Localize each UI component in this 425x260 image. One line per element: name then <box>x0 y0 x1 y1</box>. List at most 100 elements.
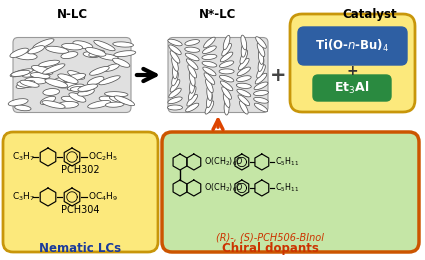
Ellipse shape <box>237 67 250 76</box>
Ellipse shape <box>78 88 94 96</box>
Ellipse shape <box>17 81 34 87</box>
Ellipse shape <box>169 45 181 55</box>
Ellipse shape <box>257 65 265 78</box>
Ellipse shape <box>238 95 249 106</box>
Text: +: + <box>270 66 286 84</box>
Ellipse shape <box>188 65 196 78</box>
Ellipse shape <box>94 40 115 51</box>
FancyBboxPatch shape <box>313 75 391 101</box>
Ellipse shape <box>42 64 65 74</box>
Ellipse shape <box>58 101 79 108</box>
Text: Catalyst: Catalyst <box>343 8 397 21</box>
Ellipse shape <box>78 84 98 91</box>
Ellipse shape <box>45 46 68 53</box>
Ellipse shape <box>205 101 214 114</box>
Ellipse shape <box>236 76 251 82</box>
Ellipse shape <box>172 72 178 86</box>
Ellipse shape <box>222 87 232 99</box>
Text: O(CH$_2$)$_6$O: O(CH$_2$)$_6$O <box>204 156 244 168</box>
Ellipse shape <box>57 82 76 88</box>
Ellipse shape <box>202 61 217 67</box>
Ellipse shape <box>114 96 135 106</box>
Ellipse shape <box>39 60 60 67</box>
Text: PCH302: PCH302 <box>61 165 99 175</box>
Ellipse shape <box>254 82 268 90</box>
FancyBboxPatch shape <box>290 14 415 112</box>
Ellipse shape <box>219 61 234 68</box>
Ellipse shape <box>73 41 93 49</box>
Ellipse shape <box>202 46 216 54</box>
Ellipse shape <box>20 80 39 87</box>
Ellipse shape <box>256 37 266 48</box>
Ellipse shape <box>105 92 128 97</box>
Text: Et$_3$Al: Et$_3$Al <box>334 80 370 96</box>
Text: (R)-, (S)-PCH506-BInol: (R)-, (S)-PCH506-BInol <box>216 233 324 243</box>
Text: N-LC: N-LC <box>57 8 88 21</box>
Ellipse shape <box>185 47 200 52</box>
Text: +: + <box>346 64 358 78</box>
Ellipse shape <box>238 58 249 70</box>
Ellipse shape <box>207 93 212 108</box>
Ellipse shape <box>68 71 85 79</box>
Ellipse shape <box>42 101 65 108</box>
Ellipse shape <box>10 69 33 77</box>
Ellipse shape <box>62 43 83 50</box>
Text: C$_5$H$_{11}$: C$_5$H$_{11}$ <box>275 156 299 168</box>
Ellipse shape <box>219 69 234 74</box>
Ellipse shape <box>25 77 47 84</box>
Ellipse shape <box>206 79 213 93</box>
Ellipse shape <box>254 90 269 96</box>
Ellipse shape <box>220 81 233 91</box>
Ellipse shape <box>63 74 86 82</box>
Text: Nematic LCs: Nematic LCs <box>39 242 121 255</box>
Ellipse shape <box>241 35 246 50</box>
Text: N*-LC: N*-LC <box>199 8 237 21</box>
Ellipse shape <box>258 49 264 64</box>
Ellipse shape <box>239 101 248 114</box>
Ellipse shape <box>30 73 50 79</box>
Ellipse shape <box>14 105 31 111</box>
Ellipse shape <box>10 48 28 57</box>
Ellipse shape <box>99 76 120 85</box>
Text: O(CH$_2$)$_6$O: O(CH$_2$)$_6$O <box>204 182 244 194</box>
Ellipse shape <box>33 39 54 49</box>
FancyBboxPatch shape <box>13 37 131 113</box>
Ellipse shape <box>109 96 130 103</box>
Text: PCH304: PCH304 <box>61 205 99 215</box>
Ellipse shape <box>204 73 215 84</box>
Ellipse shape <box>99 96 119 103</box>
Ellipse shape <box>69 93 86 102</box>
Ellipse shape <box>90 67 109 75</box>
Ellipse shape <box>185 53 199 61</box>
Ellipse shape <box>172 57 178 71</box>
Text: C$_3$H$_7$: C$_3$H$_7$ <box>12 191 35 203</box>
Ellipse shape <box>45 79 68 88</box>
Ellipse shape <box>222 43 232 56</box>
Ellipse shape <box>188 86 196 100</box>
Ellipse shape <box>113 42 133 47</box>
Ellipse shape <box>16 81 35 89</box>
Ellipse shape <box>240 50 248 64</box>
Ellipse shape <box>185 40 200 45</box>
Ellipse shape <box>40 96 56 105</box>
FancyBboxPatch shape <box>298 27 407 65</box>
Ellipse shape <box>190 78 195 93</box>
Ellipse shape <box>220 52 233 62</box>
Ellipse shape <box>237 89 251 97</box>
Ellipse shape <box>11 70 30 76</box>
Ellipse shape <box>223 35 230 50</box>
Ellipse shape <box>113 58 130 67</box>
Ellipse shape <box>61 96 80 102</box>
Text: OC$_4$H$_9$: OC$_4$H$_9$ <box>88 191 118 203</box>
Ellipse shape <box>187 59 198 69</box>
FancyBboxPatch shape <box>3 132 158 252</box>
Ellipse shape <box>189 71 195 86</box>
FancyBboxPatch shape <box>162 132 419 252</box>
Text: Ti(O-$\mathit{n}$-Bu)$_4$: Ti(O-$\mathit{n}$-Bu)$_4$ <box>315 38 389 54</box>
Ellipse shape <box>22 70 43 77</box>
Ellipse shape <box>241 42 246 57</box>
Text: C$_5$H$_{11}$: C$_5$H$_{11}$ <box>275 182 299 194</box>
Ellipse shape <box>254 98 268 103</box>
Ellipse shape <box>173 64 178 79</box>
Ellipse shape <box>114 51 136 57</box>
